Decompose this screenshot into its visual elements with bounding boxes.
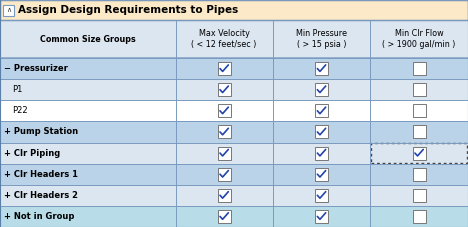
Bar: [0, 0, 468, 20]
Bar: [413, 104, 425, 117]
Bar: [218, 189, 231, 202]
Text: Assign Design Requirements to Pipes: Assign Design Requirements to Pipes: [18, 5, 238, 15]
Bar: [0, 121, 468, 143]
Bar: [218, 168, 231, 181]
Bar: [218, 147, 231, 160]
Bar: [413, 83, 425, 96]
Bar: [0, 58, 468, 79]
Text: + Not in Group: + Not in Group: [4, 212, 74, 221]
Bar: [218, 126, 231, 138]
Text: Min Clr Flow
( > 1900 gal/min ): Min Clr Flow ( > 1900 gal/min ): [382, 29, 456, 49]
Bar: [315, 104, 328, 117]
Bar: [315, 168, 328, 181]
Text: − Pressurizer: − Pressurizer: [4, 64, 68, 73]
Bar: [413, 189, 425, 202]
Bar: [0, 185, 468, 206]
Bar: [413, 210, 425, 223]
Bar: [0, 79, 468, 100]
Text: + Clr Piping: + Clr Piping: [4, 148, 60, 158]
Bar: [218, 83, 231, 96]
Bar: [315, 210, 328, 223]
Bar: [315, 189, 328, 202]
Bar: [315, 126, 328, 138]
Bar: [218, 104, 231, 117]
Text: Min Pressure
( > 15 psia ): Min Pressure ( > 15 psia ): [296, 29, 347, 49]
Bar: [218, 210, 231, 223]
Bar: [0, 206, 468, 227]
Text: + Clr Headers 1: + Clr Headers 1: [4, 170, 78, 179]
Text: Common Size Groups: Common Size Groups: [40, 35, 136, 44]
Bar: [413, 168, 425, 181]
Text: P1: P1: [12, 85, 22, 94]
Text: P22: P22: [12, 106, 28, 115]
Text: Max Velocity
( < 12 feet/sec ): Max Velocity ( < 12 feet/sec ): [191, 29, 257, 49]
Bar: [315, 62, 328, 75]
Text: + Clr Headers 2: + Clr Headers 2: [4, 191, 78, 200]
Bar: [413, 62, 425, 75]
Bar: [413, 147, 425, 160]
Bar: [218, 62, 231, 75]
Text: ∧: ∧: [6, 7, 11, 12]
Bar: [3, 5, 14, 15]
Bar: [413, 126, 425, 138]
Bar: [371, 143, 467, 163]
Bar: [315, 83, 328, 96]
Text: + Pump Station: + Pump Station: [4, 127, 78, 136]
Bar: [0, 100, 468, 121]
Bar: [0, 164, 468, 185]
Bar: [0, 143, 468, 164]
Bar: [0, 20, 468, 58]
Bar: [315, 147, 328, 160]
